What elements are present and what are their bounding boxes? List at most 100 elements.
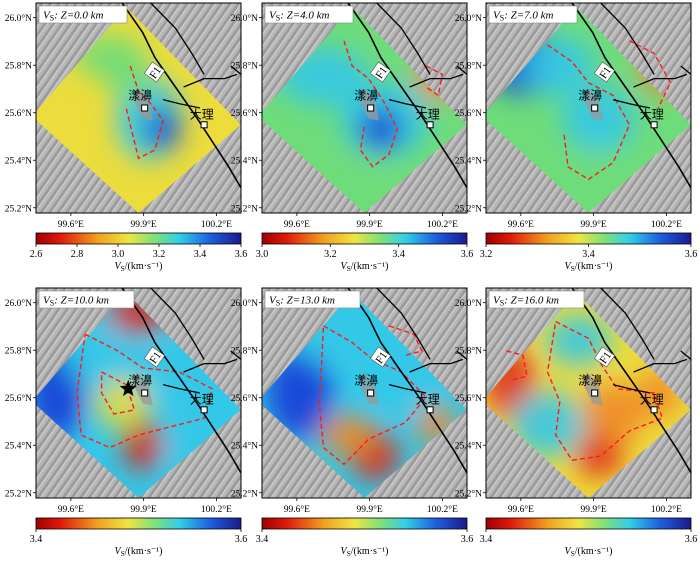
velocity-anomaly [319,414,377,456]
colorbar-unit-rest: /(km·s⁻¹) [351,546,389,557]
title-depth: : Z=10.0 km [54,295,109,307]
velocity-contour [547,44,631,181]
fault-line [150,288,205,360]
title-sub: S [50,299,54,308]
panel-title-text: VS: Z=4.0 km [269,10,330,23]
latitude-tick-label: 25.8°N [455,346,482,357]
panel-title: VS: Z=7.0 km [488,5,578,24]
panel-title: VS: Z=10.0 km [38,290,135,309]
longitude-tick-label: 99.9°E [581,219,607,230]
latitude-tick-label: 25.2°N [5,488,32,499]
latitude-axis: 26.0°N 25.8°N 25.6°N 25.4°N 25.2°N [5,13,36,214]
colorbar-unit-sub: S [121,264,125,273]
latitude-tick-label: 25.6°N [455,108,482,119]
velocity-coverage [486,7,691,213]
title-v: V [43,295,51,307]
title-depth: : Z=16.0 km [504,295,559,307]
colorbar-gradient [485,517,692,530]
fault-line [456,350,467,360]
colorbar-tick-label: 3.4 [480,534,493,545]
colorbar-unit-sub: S [571,264,575,273]
latitude-tick-label: 25.6°N [455,393,482,404]
latitude-tick-label: 26.0°N [231,13,258,24]
velocity-field [262,288,467,498]
panel-title-box [488,290,585,309]
colorbar-tick-label: 3.6 [235,249,248,260]
fault-line [633,73,688,88]
velocity-field [486,3,691,213]
colorbar-tick-label: 3.4 [30,534,43,545]
latitude-tick-label: 25.2°N [455,488,482,499]
fault-line [680,65,691,75]
title-v: V [493,295,501,307]
town-yangbi-label: 漾濞 [578,373,602,388]
longitude-tick-label: 99.6°E [58,504,84,515]
town-dali-label: 大理 [640,108,664,122]
town-yangbi-marker [367,104,375,112]
town-yangbi-marker [141,104,149,112]
town-dali-marker [650,121,658,129]
latitude-tick-label: 26.0°N [231,298,258,309]
panel-title: VS: Z=13.0 km [264,290,361,309]
town-yangbi: 漾濞 [128,88,152,112]
longitude-axis: 99.6°E 99.9°E 100.2°E [58,213,232,230]
colorbar-unit-sub: S [347,549,351,558]
fault-label-f1: F1 [593,346,616,368]
colorbar-unit: VS/(km·s⁻¹) [341,546,389,558]
fault-line [388,383,427,394]
epicenter-star [119,379,137,397]
map-panel-1: VS: Z=0.0 kmF1漾濞大理26.0°N25.8°N25.6°N25.4… [5,2,248,273]
town-dali-marker [200,406,208,414]
title-depth: : Z=7.0 km [504,10,553,22]
velocity-contour [506,350,528,382]
town-dali-marker [200,121,208,129]
colorbar-tick-label: 3.2 [324,249,337,260]
colorbar-gradient [485,232,692,245]
title-sub: S [500,299,504,308]
colorbar: 3.0 3.2 3.4 3.6 VS/(km·s⁻¹) [256,232,473,273]
colorbar-tick-label: 3.0 [112,249,125,260]
colorbar-unit-sub: S [121,549,125,558]
colorbar-tick-label: 3.0 [256,249,269,260]
town-dali: 大理 [416,393,440,414]
title-depth: : Z=4.0 km [280,10,329,22]
velocity-anomaly [146,108,180,150]
latitude-tick-label: 25.6°N [231,108,258,119]
latitude-tick-label: 25.2°N [231,488,258,499]
town-dali: 大理 [416,108,440,129]
latitude-axis: 26.0°N 25.8°N 25.6°N 25.4°N 25.2°N [231,13,262,214]
panel-title-text: VS: Z=0.0 km [43,10,104,23]
longitude-tick-label: 100.2°E [201,219,232,230]
colorbar-tick-label: 2.8 [71,249,84,260]
velocity-anomaly [93,378,151,429]
latitude-axis: 26.0°N 25.8°N 25.6°N 25.4°N 25.2°N [231,298,262,499]
colorbar-tick-label: 3.2 [480,249,493,260]
velocity-contour [125,65,164,160]
velocity-anomaly [510,390,585,459]
longitude-tick-label: 99.6°E [284,219,310,230]
lake [360,87,379,121]
longitude-tick-label: 99.9°E [357,219,383,230]
velocity-contour [629,40,672,109]
fault-line [183,73,238,88]
town-dali-marker [426,406,434,414]
map-panel-5: VS: Z=13.0 kmF1漾濞大理26.0°N25.8°N25.6°N25.… [231,287,474,558]
fault-line [612,98,651,109]
colorbar-tick-label: 3.6 [685,249,698,260]
velocity-anomaly [360,108,402,150]
title-sub: S [500,14,504,23]
lake [360,372,379,406]
town-dali-marker [650,406,658,414]
colorbar-unit-rest: /(km·s⁻¹) [351,261,389,272]
town-yangbi: 漾濞 [578,88,602,112]
town-yangbi-label: 漾濞 [354,373,378,388]
panel-title-text: VS: Z=7.0 km [493,10,554,23]
colorbar: 3.4 3.6 VS/(km·s⁻¹) [480,517,697,558]
fault-line [376,3,431,75]
colorbar-tick-label: 3.6 [461,534,474,545]
latitude-tick-label: 25.6°N [5,108,32,119]
town-dali-label: 大理 [190,108,214,122]
map-panel-4: VS: Z=10.0 kmF1漾濞大理26.0°N25.8°N25.6°N25.… [5,287,247,558]
fault-line [347,288,467,474]
